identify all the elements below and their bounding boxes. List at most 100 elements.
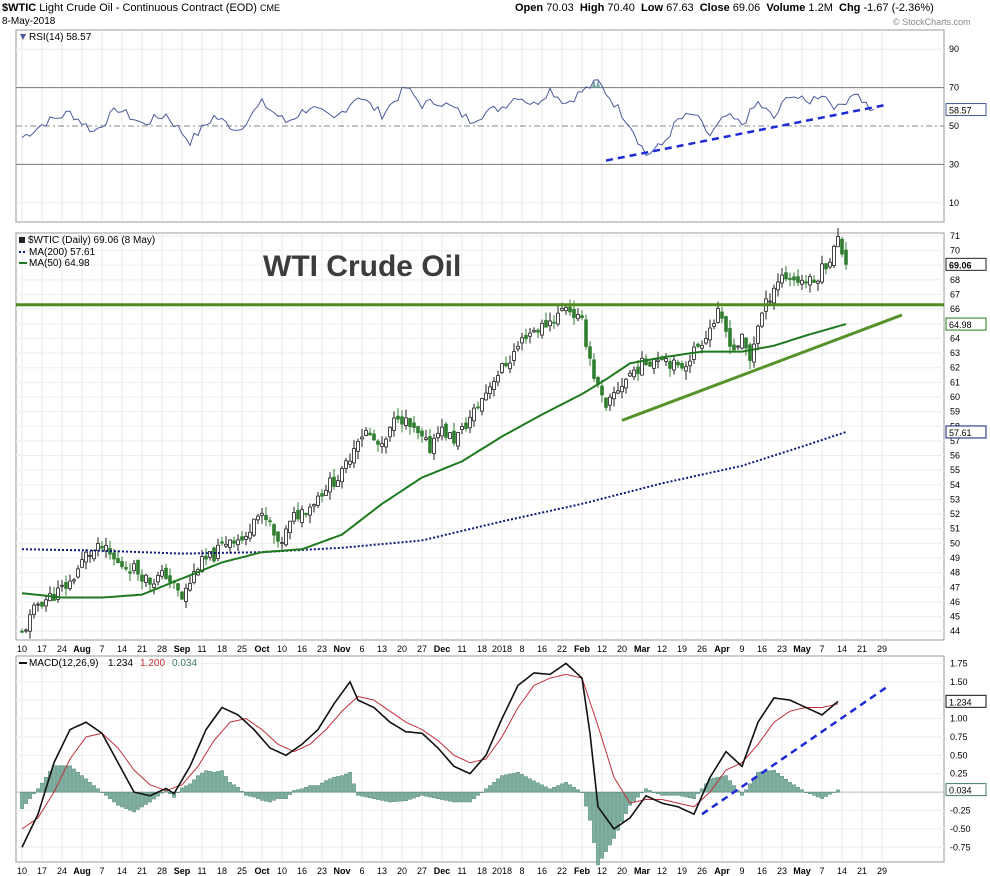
macd-hist-bar xyxy=(464,791,468,803)
macd-hist-bar xyxy=(496,778,500,793)
macd-hist-bar xyxy=(768,770,772,793)
candle-body xyxy=(272,524,276,536)
candle-body xyxy=(448,432,452,440)
macd-hist-bar xyxy=(832,791,836,793)
candle-body xyxy=(352,448,356,464)
candle-body xyxy=(636,366,640,375)
rsi-last-label: 58.57 xyxy=(949,106,972,116)
macd-hist-bar xyxy=(644,788,648,793)
macd-hist-bar xyxy=(300,788,304,793)
candle-body xyxy=(468,416,472,429)
price-xlabel-6: 21 xyxy=(137,644,147,654)
macd-hist-bar xyxy=(368,791,372,799)
chg-value: -1.67 (-2.36%) xyxy=(863,2,934,14)
macd-hist-bar xyxy=(40,782,44,793)
candle-body xyxy=(604,397,608,408)
candle-body xyxy=(168,575,172,583)
macd-hist-bar xyxy=(548,788,552,793)
candle-body xyxy=(300,509,304,523)
candle-body xyxy=(328,477,332,493)
chart-title-row: $WTIC Light Crude Oil - Continuous Contr… xyxy=(2,2,280,14)
macd-xlabel-22: 11 xyxy=(457,866,466,876)
candle-body xyxy=(144,574,148,583)
rsi-tick-70: 70 xyxy=(949,83,959,93)
macd-hist-bar xyxy=(208,771,212,793)
macd-hist-bar xyxy=(608,791,612,846)
macd-hist-bar xyxy=(148,791,152,803)
macd-legend-name: MACD(12,26,9) xyxy=(29,658,98,669)
macd-hist-bar xyxy=(324,780,328,793)
macd-xlabel-11: 25 xyxy=(237,866,247,876)
close-value: 69.06 xyxy=(732,2,761,14)
macd-xlabel-3: Aug xyxy=(73,866,91,876)
macd-hist-bar xyxy=(236,786,240,793)
candle-body xyxy=(472,407,476,422)
macd-xlabel-14: 16 xyxy=(297,866,307,876)
macd-xlabel-16: Nov xyxy=(333,866,350,876)
macd-hist-bar xyxy=(376,791,380,800)
price-xlabel-35: Apr xyxy=(714,644,730,654)
macd-hist-bar xyxy=(440,791,444,800)
candle-body xyxy=(752,343,756,363)
macd-hist-bar xyxy=(680,791,684,797)
macd-hist-bar xyxy=(352,783,356,793)
price-xlabel-3: Aug xyxy=(73,644,91,654)
candle-body xyxy=(800,279,804,285)
price-tick-47: 47 xyxy=(950,582,960,592)
price-tick-68: 68 xyxy=(950,275,960,285)
macd-xlabel-24: 2018 xyxy=(492,866,512,876)
candle-body xyxy=(760,312,764,327)
macd-xlabel-35: Apr xyxy=(714,866,730,876)
macd-hist-bar xyxy=(212,772,216,793)
macd-hist-box xyxy=(945,783,987,797)
macd-xlabel-8: Sep xyxy=(174,866,191,876)
candle-body xyxy=(652,358,656,369)
macd-hist-bar xyxy=(724,775,728,793)
macd-hist-bar xyxy=(428,791,432,798)
candle-body xyxy=(548,320,552,327)
rsi-tick-90: 90 xyxy=(949,44,959,54)
macd-hist-bar xyxy=(76,772,80,793)
price-tick-60: 60 xyxy=(950,392,960,402)
macd-hist-bar xyxy=(320,782,324,793)
macd-hist-bar xyxy=(84,778,88,793)
candle-body xyxy=(100,545,104,549)
candle-body xyxy=(244,535,248,540)
candle-body xyxy=(544,320,548,328)
candle-body xyxy=(724,316,728,332)
symbol: $WTIC xyxy=(2,2,37,14)
macd-xlabel-43: 29 xyxy=(877,866,887,876)
macd-hist-bar xyxy=(512,772,516,793)
candle-body xyxy=(312,504,316,507)
macd-hist-bar xyxy=(580,791,584,793)
macd-hist-bar xyxy=(340,775,344,793)
macd-hist-bar xyxy=(228,781,232,793)
macd-xlabel-7: 28 xyxy=(157,866,167,876)
candle-body xyxy=(344,460,348,469)
macd-hist-bar xyxy=(532,780,536,793)
macd-hist-bar xyxy=(232,784,236,793)
macd-xlabel-25: 8 xyxy=(519,866,524,876)
macd-xlabel-29: 12 xyxy=(597,866,607,876)
candle-body xyxy=(640,357,644,376)
macd-hist-bar xyxy=(304,786,308,793)
price-legend: $WTIC (Daily) 69.06 (8 May) xyxy=(28,235,155,246)
candle-body xyxy=(788,277,792,280)
price-tick-55: 55 xyxy=(950,465,960,475)
macd-xlabel-6: 21 xyxy=(137,866,147,876)
macd-hist-bar xyxy=(364,791,368,798)
macd-xlabel-1: 17 xyxy=(37,866,47,876)
macd-hist-bar xyxy=(540,784,544,793)
macd-hist-bar xyxy=(656,791,660,794)
candle-body xyxy=(208,550,212,558)
price-tick-52: 52 xyxy=(950,509,960,519)
macd-hist-bar xyxy=(696,791,700,794)
candle-body xyxy=(668,361,672,369)
macd-hist-bar xyxy=(260,791,264,801)
high-label: High xyxy=(579,2,605,14)
macd-hist-bar xyxy=(192,779,196,793)
price-tick-54: 54 xyxy=(950,480,960,490)
price-xlabel-21: Dec xyxy=(434,644,451,654)
macd-hist-bar xyxy=(108,791,112,799)
candle-body xyxy=(76,568,80,578)
